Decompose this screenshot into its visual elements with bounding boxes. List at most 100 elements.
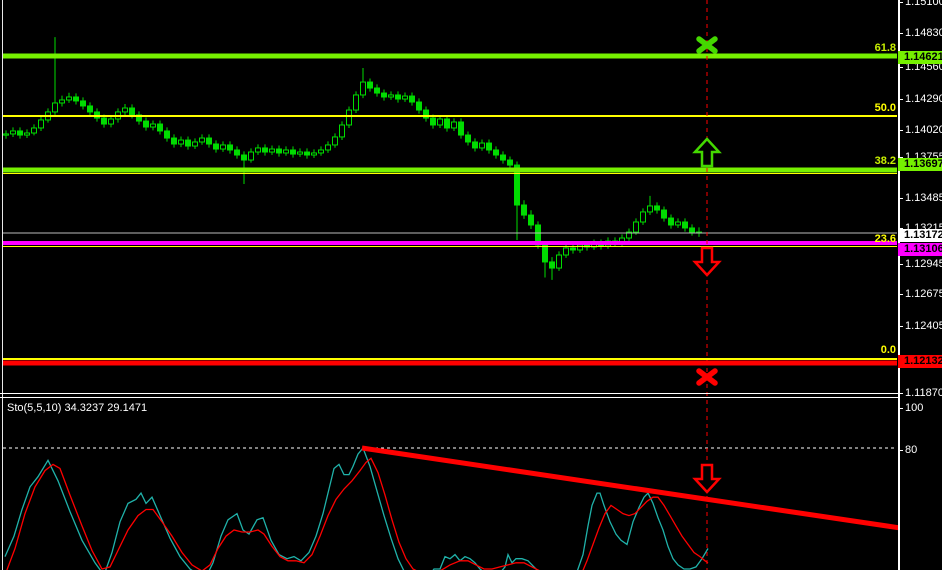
stochastic-down-arrow-signal[interactable] [692, 463, 722, 494]
price-axis[interactable]: 1.15100 1.14830 1.14560 1.14290 1.14020 1.137… [898, 0, 942, 570]
red-cross-signal[interactable] [696, 368, 718, 386]
candle-body [409, 95, 415, 103]
candle-body [549, 261, 555, 269]
red-down-arrow-signal[interactable] [692, 246, 722, 277]
candle-body [556, 254, 562, 269]
candle-body [374, 87, 380, 94]
candle-body [276, 148, 282, 154]
price-axis-label: 1.14290 [905, 93, 942, 105]
price-axis-separator [898, 0, 900, 570]
axis-tick [898, 228, 903, 229]
green-up-arrow-signal[interactable] [692, 137, 722, 168]
candle-body [234, 149, 240, 156]
candle-body [430, 117, 436, 126]
candle-body [689, 227, 695, 233]
axis-tick [898, 33, 903, 34]
fib-percent-label: 38.2 [874, 155, 896, 167]
fib-percent-label: 23.6 [874, 233, 896, 245]
price-axis-highlight-label: 1.13172 [898, 229, 942, 242]
candle-body [52, 102, 58, 113]
candle-body [157, 123, 163, 132]
candle-body [521, 204, 527, 216]
candle-body [94, 111, 100, 119]
candle-body [451, 121, 457, 129]
candle-body [227, 144, 233, 151]
candle-body [108, 118, 114, 125]
candle-body [10, 130, 16, 135]
candle-body [570, 247, 576, 251]
candle-body [577, 244, 583, 251]
candle-body [269, 148, 275, 153]
axis-tick [898, 450, 903, 451]
candle-body [402, 95, 408, 100]
candle-body [31, 127, 37, 134]
axis-tick [898, 67, 903, 68]
candle-body [122, 107, 128, 113]
axis-tick [898, 2, 903, 3]
price-axis-label: 80 [905, 444, 918, 456]
candle-body [563, 247, 569, 256]
candle-body [311, 152, 317, 156]
candle-body [626, 231, 632, 239]
price-axis-highlight-label: 1.13106 [898, 243, 942, 256]
candle-body [647, 205, 653, 213]
candle-body [24, 132, 30, 136]
candle-body [38, 119, 44, 129]
candle-body [199, 137, 205, 143]
axis-tick [898, 99, 903, 100]
axis-tick [898, 326, 903, 327]
candle-body [3, 133, 9, 136]
price-axis-highlight-label: 1.14621 [898, 51, 942, 64]
candle-body [675, 221, 681, 226]
price-axis-highlight-label: 1.12132 [898, 355, 942, 368]
candle-body [304, 151, 310, 156]
candle-body [171, 137, 177, 145]
candle-body [353, 94, 359, 111]
candle-body [129, 107, 135, 116]
candle-body [381, 92, 387, 98]
candle-body [297, 151, 303, 155]
candle-body [213, 143, 219, 150]
candle-body [164, 130, 170, 139]
axis-tick [898, 198, 903, 199]
candle-body [192, 141, 198, 147]
price-axis-label: 1.13485 [905, 192, 942, 204]
candle-body [416, 101, 422, 111]
price-axis-label: 1.12675 [905, 288, 942, 300]
candle-body [185, 139, 191, 147]
price-axis-highlight-label: 1.13697 [898, 158, 942, 171]
price-axis-label: 1.11870 [905, 387, 942, 399]
candle-body [318, 149, 324, 154]
candle-body [668, 217, 674, 226]
candle-body [500, 154, 506, 161]
candle-body [458, 121, 464, 136]
axis-tick [898, 408, 903, 409]
panel-separator-bottom[interactable] [0, 397, 942, 398]
price-axis-label: 1.14560 [905, 61, 942, 73]
panel-separator-top[interactable] [0, 393, 942, 394]
candle-body [101, 117, 107, 125]
green-cross-signal[interactable] [696, 36, 718, 54]
candle-body [507, 159, 513, 166]
candle-body [262, 147, 268, 153]
candle-body [346, 109, 352, 126]
fib-percent-label: 50.0 [874, 102, 896, 114]
candle-body [136, 114, 142, 122]
candle-body [682, 221, 688, 229]
candle-body [66, 96, 72, 101]
chart-left-border [2, 0, 3, 570]
candle-body [661, 209, 667, 219]
candle-body [388, 94, 394, 98]
fib-percent-label: 0.0 [880, 344, 896, 356]
candle-body [472, 141, 478, 149]
price-axis-label: 1.12405 [905, 320, 942, 332]
candle-body [220, 144, 226, 150]
candlestick-series [3, 37, 702, 280]
price-axis-label: 100 [905, 402, 924, 414]
axis-tick [898, 294, 903, 295]
stochastic-main-line [4, 446, 709, 570]
candle-body [325, 144, 331, 151]
stochastic-trendline[interactable] [361, 445, 901, 531]
stochastic-indicator-label: Sto(5,5,10) 34.3237 29.1471 [7, 402, 148, 414]
